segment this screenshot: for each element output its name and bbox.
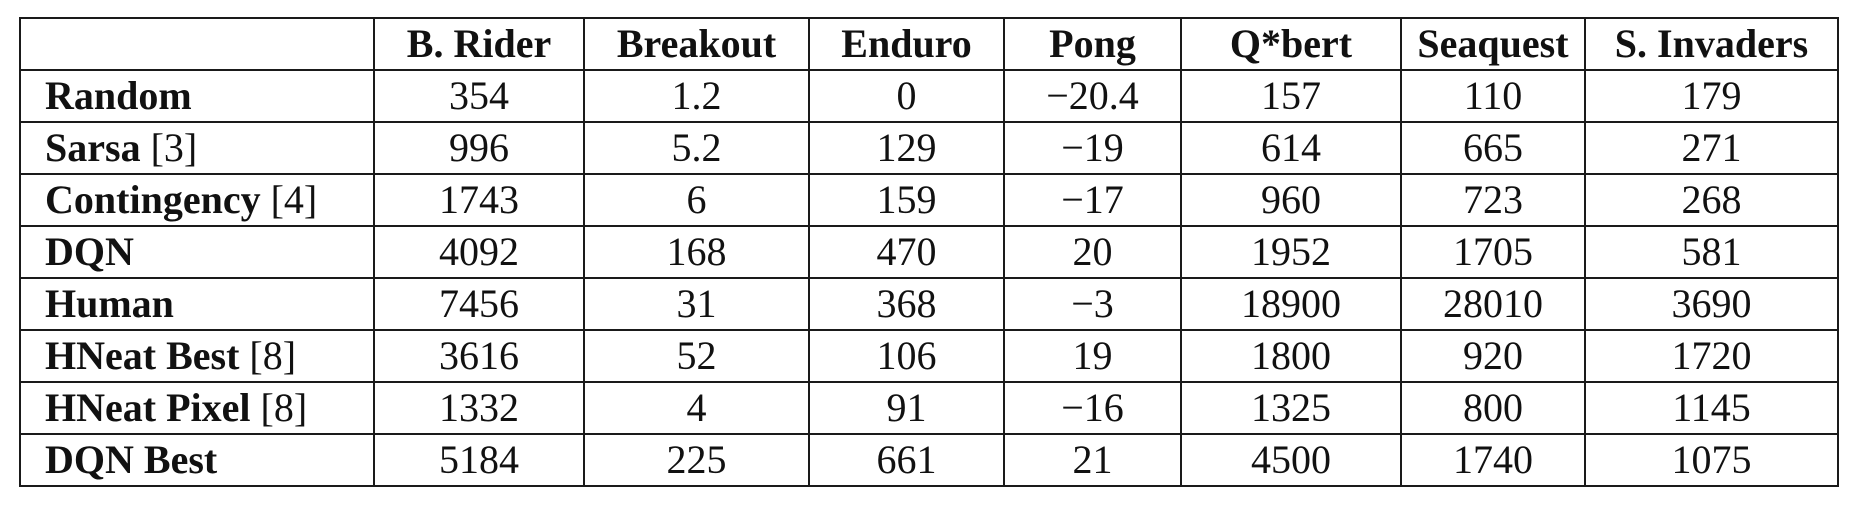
score-cell: 1720	[1584, 329, 1839, 383]
method-name: Human	[45, 281, 174, 326]
row-label: Human	[19, 277, 375, 331]
col-header-qbert: Q*bert	[1180, 17, 1402, 71]
score-cell: 800	[1400, 381, 1586, 435]
method-name: HNeat Pixel	[45, 385, 251, 430]
score-cell: 1325	[1180, 381, 1402, 435]
score-cell: 1.2	[583, 69, 810, 123]
score-cell: 129	[808, 121, 1005, 175]
col-header-b-rider: B. Rider	[373, 17, 585, 71]
col-header-pong: Pong	[1003, 17, 1182, 71]
score-cell: −3	[1003, 277, 1182, 331]
score-cell: 271	[1584, 121, 1839, 175]
method-name: HNeat Best	[45, 333, 240, 378]
score-cell: 20	[1003, 225, 1182, 279]
row-label: Random	[19, 69, 375, 123]
score-cell: 106	[808, 329, 1005, 383]
row-label: DQN	[19, 225, 375, 279]
score-cell: 1332	[373, 381, 585, 435]
score-cell: 91	[808, 381, 1005, 435]
table-row: HNeat Pixel [8] 1332 4 91 −16 1325 800 1145	[19, 381, 1839, 435]
score-cell: 665	[1400, 121, 1586, 175]
col-header-breakout: Breakout	[583, 17, 810, 71]
row-label: Sarsa [3]	[19, 121, 375, 175]
table-row: HNeat Best [8] 3616 52 106 19 1800 920 1720	[19, 329, 1839, 383]
score-cell: 7456	[373, 277, 585, 331]
score-cell: 52	[583, 329, 810, 383]
score-cell: 581	[1584, 225, 1839, 279]
score-cell: 268	[1584, 173, 1839, 227]
score-cell: 0	[808, 69, 1005, 123]
table-row: DQN Best 5184 225 661 21 4500 1740 1075	[19, 433, 1839, 487]
header-row: B. Rider Breakout Enduro Pong Q*bert Sea…	[19, 17, 1839, 71]
row-label: Contingency [4]	[19, 173, 375, 227]
score-cell: 3690	[1584, 277, 1839, 331]
score-cell: 225	[583, 433, 810, 487]
col-header-enduro: Enduro	[808, 17, 1005, 71]
score-cell: 960	[1180, 173, 1402, 227]
score-cell: 723	[1400, 173, 1586, 227]
table-row: Human 7456 31 368 −3 18900 28010 3690	[19, 277, 1839, 331]
score-cell: 1145	[1584, 381, 1839, 435]
score-cell: 1740	[1400, 433, 1586, 487]
score-cell: 3616	[373, 329, 585, 383]
score-cell: 1743	[373, 173, 585, 227]
score-cell: 4092	[373, 225, 585, 279]
score-cell: 614	[1180, 121, 1402, 175]
score-cell: 368	[808, 277, 1005, 331]
method-name: Random	[45, 73, 192, 118]
row-label: HNeat Best [8]	[19, 329, 375, 383]
score-cell: 1705	[1400, 225, 1586, 279]
score-cell: 996	[373, 121, 585, 175]
results-table: B. Rider Breakout Enduro Pong Q*bert Sea…	[19, 17, 1839, 487]
method-name: Sarsa	[45, 125, 141, 170]
score-cell: 4500	[1180, 433, 1402, 487]
score-cell: 661	[808, 433, 1005, 487]
table-body: Random 354 1.2 0 −20.4 157 110 179 Sarsa [3] 996 5…	[19, 69, 1839, 487]
score-cell: 1952	[1180, 225, 1402, 279]
row-label: DQN Best	[19, 433, 375, 487]
citation: [3]	[150, 125, 198, 170]
score-cell: −16	[1003, 381, 1182, 435]
citation: [4]	[270, 177, 318, 222]
score-cell: −19	[1003, 121, 1182, 175]
score-cell: 1075	[1584, 433, 1839, 487]
score-cell: 4	[583, 381, 810, 435]
score-cell: 19	[1003, 329, 1182, 383]
score-cell: 470	[808, 225, 1005, 279]
score-cell: 5.2	[583, 121, 810, 175]
score-cell: 18900	[1180, 277, 1402, 331]
score-cell: 5184	[373, 433, 585, 487]
citation: [8]	[260, 385, 308, 430]
citation: [8]	[249, 333, 297, 378]
method-name: DQN	[45, 229, 134, 274]
score-cell: 354	[373, 69, 585, 123]
score-cell: 110	[1400, 69, 1586, 123]
header-corner	[19, 17, 375, 71]
score-cell: 6	[583, 173, 810, 227]
score-cell: 1800	[1180, 329, 1402, 383]
method-name: DQN Best	[45, 437, 218, 482]
score-cell: −17	[1003, 173, 1182, 227]
score-cell: 159	[808, 173, 1005, 227]
score-cell: 920	[1400, 329, 1586, 383]
score-cell: −20.4	[1003, 69, 1182, 123]
score-cell: 21	[1003, 433, 1182, 487]
table-row: Contingency [4] 1743 6 159 −17 960 723 268	[19, 173, 1839, 227]
score-cell: 168	[583, 225, 810, 279]
score-cell: 31	[583, 277, 810, 331]
table-row: Sarsa [3] 996 5.2 129 −19 614 665 271	[19, 121, 1839, 175]
col-header-seaquest: Seaquest	[1400, 17, 1586, 71]
row-label: HNeat Pixel [8]	[19, 381, 375, 435]
score-cell: 28010	[1400, 277, 1586, 331]
col-header-s-invaders: S. Invaders	[1584, 17, 1839, 71]
score-cell: 157	[1180, 69, 1402, 123]
score-cell: 179	[1584, 69, 1839, 123]
method-name: Contingency	[45, 177, 261, 222]
table-row: DQN 4092 168 470 20 1952 1705 581	[19, 225, 1839, 279]
table-row: Random 354 1.2 0 −20.4 157 110 179	[19, 69, 1839, 123]
